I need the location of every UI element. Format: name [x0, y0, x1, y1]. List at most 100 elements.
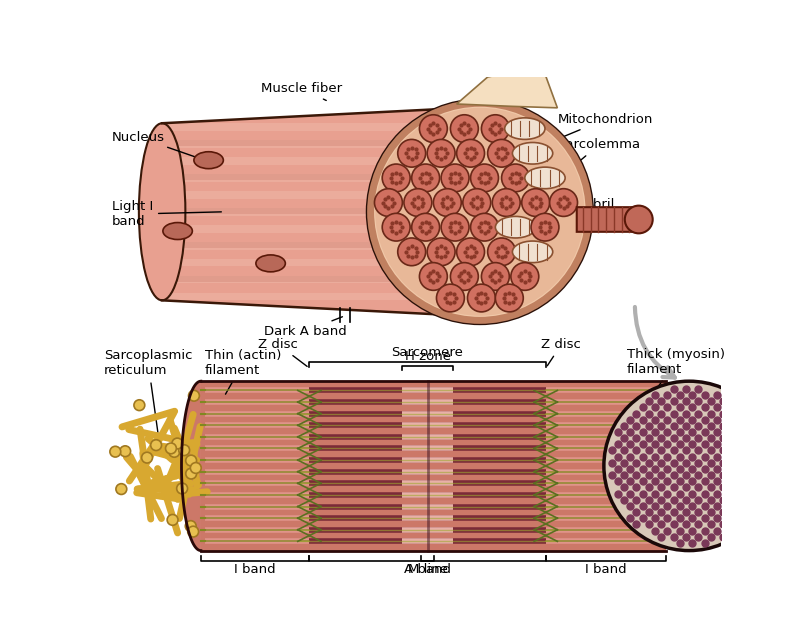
- Ellipse shape: [194, 152, 223, 169]
- Polygon shape: [457, 65, 557, 108]
- Circle shape: [481, 263, 509, 290]
- Circle shape: [375, 189, 402, 216]
- Circle shape: [495, 284, 523, 312]
- Text: Light I
band: Light I band: [112, 200, 221, 228]
- Circle shape: [481, 115, 509, 143]
- Circle shape: [120, 446, 131, 456]
- Ellipse shape: [513, 143, 553, 164]
- Circle shape: [382, 164, 410, 192]
- Text: Sarcolemma: Sarcolemma: [557, 138, 641, 171]
- Polygon shape: [162, 191, 465, 199]
- Circle shape: [549, 189, 578, 216]
- Text: Myofibril: Myofibril: [557, 198, 614, 217]
- Circle shape: [186, 455, 196, 466]
- Circle shape: [116, 483, 127, 494]
- Ellipse shape: [163, 223, 192, 239]
- Circle shape: [488, 238, 516, 266]
- Circle shape: [501, 164, 529, 192]
- Polygon shape: [162, 275, 465, 283]
- Text: Nucleus: Nucleus: [112, 130, 202, 159]
- Polygon shape: [162, 123, 465, 131]
- Circle shape: [188, 390, 199, 401]
- Circle shape: [625, 205, 653, 233]
- Circle shape: [441, 164, 469, 192]
- Circle shape: [604, 381, 775, 551]
- Circle shape: [420, 263, 447, 290]
- Circle shape: [441, 213, 469, 241]
- Circle shape: [450, 263, 478, 290]
- Circle shape: [142, 452, 152, 463]
- Polygon shape: [162, 208, 465, 216]
- Text: Z disc: Z disc: [259, 338, 307, 367]
- Polygon shape: [577, 207, 638, 232]
- Circle shape: [398, 139, 425, 167]
- Circle shape: [531, 213, 559, 241]
- Polygon shape: [162, 140, 465, 148]
- Polygon shape: [163, 140, 465, 146]
- Circle shape: [375, 108, 585, 316]
- Circle shape: [398, 238, 425, 266]
- Polygon shape: [163, 275, 465, 282]
- Polygon shape: [163, 208, 465, 214]
- Circle shape: [368, 100, 592, 324]
- Polygon shape: [182, 381, 201, 551]
- Text: Dark A band: Dark A band: [264, 317, 347, 338]
- Circle shape: [110, 446, 121, 457]
- Circle shape: [420, 115, 447, 143]
- Circle shape: [427, 238, 455, 266]
- Polygon shape: [162, 108, 465, 316]
- Circle shape: [457, 238, 485, 266]
- Circle shape: [488, 139, 516, 167]
- Circle shape: [169, 446, 179, 457]
- Circle shape: [404, 189, 432, 216]
- Polygon shape: [162, 174, 465, 182]
- Ellipse shape: [139, 123, 185, 300]
- Circle shape: [450, 115, 478, 143]
- Circle shape: [186, 468, 196, 479]
- Text: Sarcomere: Sarcomere: [392, 346, 464, 359]
- Circle shape: [470, 213, 498, 241]
- Text: Sarcoplasmic
reticulum: Sarcoplasmic reticulum: [104, 349, 192, 432]
- Circle shape: [166, 443, 176, 454]
- Text: Z disc: Z disc: [541, 338, 582, 366]
- Circle shape: [433, 189, 461, 216]
- Polygon shape: [163, 174, 465, 180]
- Circle shape: [470, 164, 498, 192]
- Ellipse shape: [256, 255, 285, 272]
- Circle shape: [167, 514, 178, 525]
- Circle shape: [177, 483, 187, 494]
- Circle shape: [437, 284, 465, 312]
- Circle shape: [151, 440, 162, 451]
- Text: A band: A band: [404, 563, 451, 576]
- Text: H zone: H zone: [405, 350, 450, 363]
- Circle shape: [493, 189, 520, 216]
- Circle shape: [457, 139, 485, 167]
- Text: Mitochondrion: Mitochondrion: [535, 113, 653, 148]
- Circle shape: [412, 164, 440, 192]
- Text: I band: I band: [235, 563, 276, 576]
- Circle shape: [382, 213, 410, 241]
- Polygon shape: [162, 225, 465, 232]
- Text: Thick (myosin)
filament: Thick (myosin) filament: [614, 348, 725, 448]
- Circle shape: [134, 400, 145, 411]
- Circle shape: [172, 438, 183, 449]
- Circle shape: [427, 139, 455, 167]
- Polygon shape: [162, 259, 465, 266]
- Polygon shape: [162, 157, 465, 165]
- Circle shape: [468, 284, 495, 312]
- Polygon shape: [162, 242, 465, 250]
- Circle shape: [511, 263, 539, 290]
- Circle shape: [179, 445, 190, 456]
- Circle shape: [185, 521, 196, 532]
- Circle shape: [521, 189, 549, 216]
- Ellipse shape: [525, 167, 566, 189]
- Circle shape: [412, 213, 440, 241]
- Text: Muscle fiber: Muscle fiber: [261, 82, 342, 101]
- Polygon shape: [201, 381, 666, 551]
- Text: M line: M line: [408, 563, 448, 576]
- Ellipse shape: [513, 241, 553, 263]
- Circle shape: [191, 463, 201, 473]
- Ellipse shape: [505, 118, 545, 139]
- Circle shape: [187, 526, 199, 537]
- Circle shape: [463, 189, 491, 216]
